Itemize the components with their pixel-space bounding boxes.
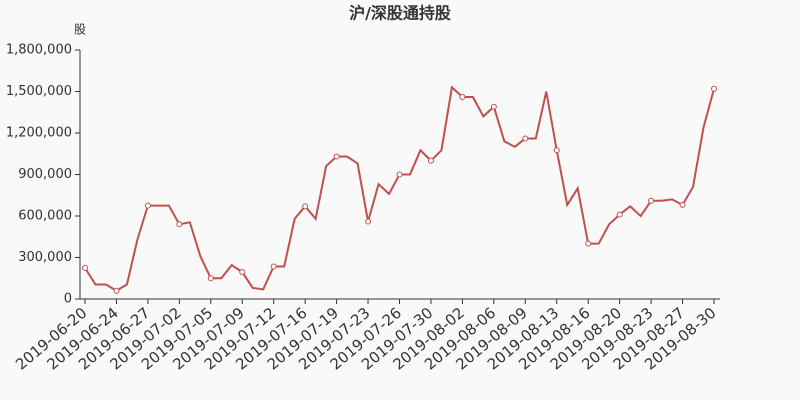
- data-point: [679, 201, 686, 208]
- y-tick-label: 600,000: [18, 209, 72, 224]
- data-point: [553, 147, 560, 154]
- data-point: [239, 269, 246, 276]
- data-point: [333, 153, 340, 160]
- y-tick-label: 0: [64, 292, 72, 307]
- data-point: [270, 263, 277, 270]
- y-tick-label: 300,000: [18, 250, 72, 265]
- y-tick-label: 1,200,000: [6, 126, 72, 141]
- data-point: [144, 202, 151, 209]
- data-point: [207, 275, 214, 282]
- data-point: [82, 264, 88, 271]
- data-point: [396, 171, 403, 178]
- data-point: [365, 218, 372, 225]
- y-tick-label: 1,800,000: [6, 43, 72, 58]
- data-point: [648, 197, 655, 204]
- data-line: [84, 85, 715, 292]
- data-point: [113, 287, 120, 294]
- y-tick-label: 900,000: [18, 167, 72, 182]
- data-point: [490, 103, 497, 110]
- data-point: [427, 157, 434, 164]
- y-axis-label: 股: [74, 23, 86, 37]
- y-tick-label: 1,500,000: [6, 84, 72, 99]
- data-point: [616, 211, 623, 218]
- data-point: [522, 135, 529, 142]
- chart-title: 沪/深股通持股: [349, 4, 452, 23]
- data-point: [176, 221, 183, 228]
- data-point: [711, 85, 717, 92]
- data-point: [302, 203, 309, 210]
- data-point: [459, 94, 466, 101]
- data-point: [585, 240, 592, 247]
